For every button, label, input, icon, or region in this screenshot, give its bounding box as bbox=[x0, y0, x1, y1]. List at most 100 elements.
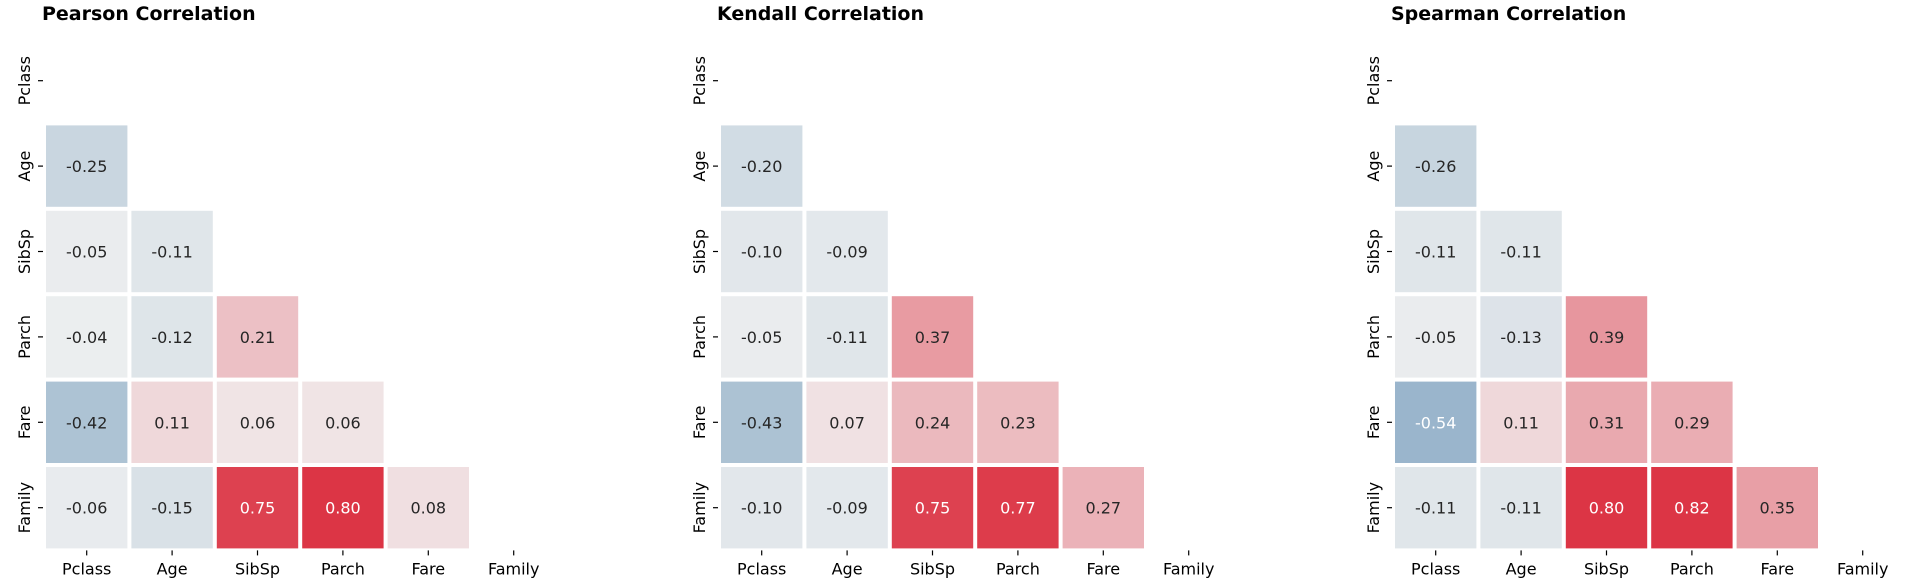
heatmap-cell bbox=[1565, 381, 1648, 463]
y-tick-label: Pclass bbox=[15, 56, 34, 105]
cell-value-label: 0.06 bbox=[240, 413, 276, 432]
cell-value-label: 0.11 bbox=[154, 413, 190, 432]
heatmap-1: Kendall Correlation -0.20 -0.10 -0.09 -0.05 -… bbox=[690, 3, 1214, 578]
heatmap-cell bbox=[1395, 467, 1477, 549]
cell-value-label: -0.11 bbox=[1415, 243, 1456, 262]
x-tick-label: Family bbox=[1837, 559, 1888, 578]
heatmap-cell bbox=[977, 467, 1059, 549]
heatmap-cell bbox=[216, 296, 299, 378]
cell-value-label: 0.29 bbox=[1674, 413, 1710, 432]
x-tick-label: Family bbox=[488, 559, 539, 578]
cell-value-label: -0.25 bbox=[66, 157, 107, 176]
y-tick-label: Pclass bbox=[1364, 56, 1383, 105]
cell-value-label: 0.37 bbox=[915, 328, 951, 347]
heatmap-cell bbox=[1736, 467, 1818, 549]
heatmap-cell bbox=[721, 125, 803, 207]
cell-value-label: -0.09 bbox=[826, 499, 867, 518]
heatmap-cell bbox=[46, 381, 128, 463]
cell-value-label: -0.43 bbox=[741, 413, 782, 432]
cell-value-label: -0.11 bbox=[1415, 499, 1456, 518]
y-tick-label: Pclass bbox=[690, 56, 709, 105]
cell-value-label: -0.15 bbox=[151, 499, 192, 518]
cell-value-label: -0.11 bbox=[826, 328, 867, 347]
y-tick-label: Parch bbox=[690, 315, 709, 359]
cell-value-label: -0.42 bbox=[66, 413, 107, 432]
heatmap-cell bbox=[46, 210, 128, 293]
heatmap-cell bbox=[1395, 381, 1477, 463]
y-tick-label: Age bbox=[690, 151, 709, 182]
heatmap-cell bbox=[1651, 467, 1733, 549]
x-tick-label: Age bbox=[1506, 559, 1537, 578]
cell-value-label: -0.11 bbox=[1500, 243, 1541, 262]
heatmap-cell bbox=[806, 467, 888, 549]
y-tick-label: Fare bbox=[690, 405, 709, 439]
heatmap-cell bbox=[1565, 296, 1648, 378]
x-tick-label: Pclass bbox=[1411, 559, 1460, 578]
heatmap-2: Spearman Correlation -0.26 -0.11 -0.11 -0.05… bbox=[1364, 3, 1888, 578]
cell-value-label: 0.24 bbox=[915, 413, 951, 432]
cell-value-label: 0.80 bbox=[325, 499, 361, 518]
heatmap-cell bbox=[1395, 296, 1477, 378]
x-tick-label: Pclass bbox=[737, 559, 786, 578]
heatmap-cell bbox=[891, 296, 974, 378]
cell-value-label: 0.31 bbox=[1589, 413, 1625, 432]
cell-value-label: -0.12 bbox=[151, 328, 192, 347]
cell-value-label: -0.20 bbox=[741, 157, 782, 176]
chart-title: Kendall Correlation bbox=[717, 3, 924, 25]
cell-value-label: 0.35 bbox=[1759, 499, 1795, 518]
cell-value-label: 0.27 bbox=[1085, 499, 1121, 518]
x-tick-label: Pclass bbox=[62, 559, 111, 578]
x-tick-label: Fare bbox=[1086, 559, 1120, 578]
cell-value-label: 0.82 bbox=[1674, 499, 1710, 518]
y-tick-label: Family bbox=[690, 482, 709, 533]
cell-value-label: -0.26 bbox=[1415, 157, 1456, 176]
chart-title: Pearson Correlation bbox=[42, 3, 256, 25]
cell-value-label: 0.21 bbox=[240, 328, 276, 347]
heatmap-cell bbox=[216, 467, 299, 549]
cell-value-label: 0.07 bbox=[829, 413, 865, 432]
cell-value-label: 0.23 bbox=[1000, 413, 1036, 432]
cell-value-label: 0.75 bbox=[915, 499, 951, 518]
x-tick-label: SibSp bbox=[235, 559, 280, 578]
heatmap-cell bbox=[1565, 467, 1648, 549]
heatmap-cell bbox=[891, 381, 974, 463]
heatmap-cell bbox=[721, 296, 803, 378]
x-tick-label: Fare bbox=[1760, 559, 1794, 578]
y-tick-label: Fare bbox=[1364, 405, 1383, 439]
x-tick-label: Parch bbox=[996, 559, 1040, 578]
chart-title: Spearman Correlation bbox=[1391, 3, 1626, 25]
x-tick-label: Age bbox=[832, 559, 863, 578]
cell-value-label: 0.77 bbox=[1000, 499, 1036, 518]
y-tick-label: SibSp bbox=[690, 229, 709, 274]
cell-value-label: -0.04 bbox=[66, 328, 107, 347]
heatmap-cell bbox=[891, 467, 974, 549]
heatmap-cell bbox=[1480, 296, 1562, 378]
cell-value-label: 0.80 bbox=[1589, 499, 1625, 518]
x-tick-label: Family bbox=[1163, 559, 1214, 578]
cell-value-label: -0.13 bbox=[1500, 328, 1541, 347]
heatmap-cell bbox=[302, 381, 384, 463]
cell-value-label: -0.09 bbox=[826, 243, 867, 262]
heatmap-cell bbox=[46, 296, 128, 378]
cell-value-label: -0.05 bbox=[66, 243, 107, 262]
heatmap-cell bbox=[46, 467, 128, 549]
cell-value-label: -0.11 bbox=[1500, 499, 1541, 518]
heatmap-cell bbox=[1651, 381, 1733, 463]
heatmap-cell bbox=[131, 381, 213, 463]
cell-value-label: -0.11 bbox=[151, 243, 192, 262]
cell-value-label: -0.06 bbox=[66, 499, 107, 518]
y-tick-label: SibSp bbox=[15, 229, 34, 274]
heatmap-cell bbox=[216, 381, 299, 463]
y-tick-label: Family bbox=[1364, 482, 1383, 533]
y-tick-label: SibSp bbox=[1364, 229, 1383, 274]
cell-value-label: 0.11 bbox=[1503, 413, 1539, 432]
cell-value-label: 0.08 bbox=[410, 499, 446, 518]
heatmap-cell bbox=[387, 467, 469, 549]
heatmap-cell bbox=[1480, 381, 1562, 463]
cell-value-label: 0.39 bbox=[1589, 328, 1625, 347]
heatmap-cell bbox=[131, 296, 213, 378]
cell-value-label: -0.10 bbox=[741, 499, 782, 518]
y-tick-label: Parch bbox=[15, 315, 34, 359]
y-tick-label: Age bbox=[15, 151, 34, 182]
x-tick-label: SibSp bbox=[1584, 559, 1629, 578]
